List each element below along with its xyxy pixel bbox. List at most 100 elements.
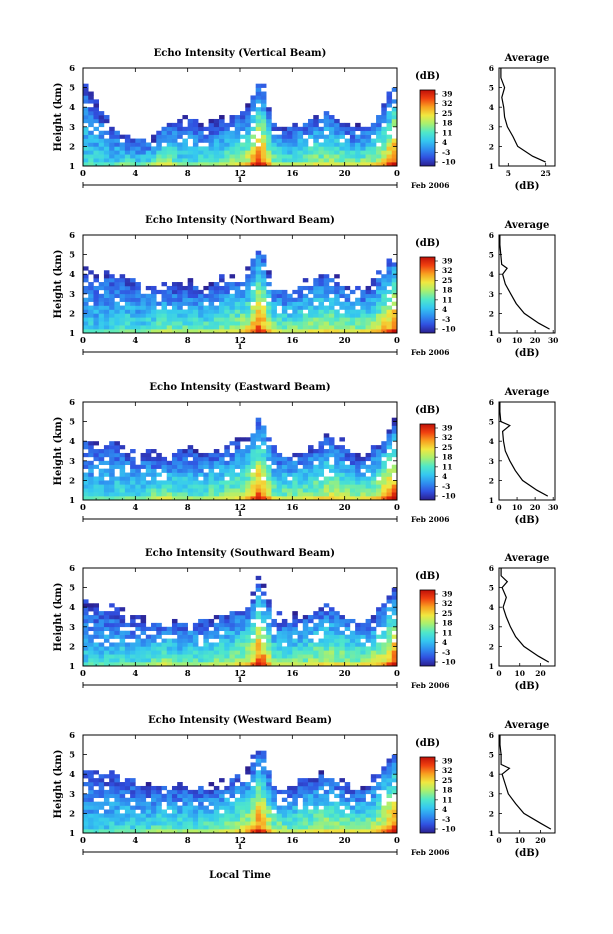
heatmap-cell: [109, 813, 115, 818]
panel-1: Echo Intensity (Northward Beam)123456Hei…: [53, 215, 558, 359]
heatmap-cell: [135, 496, 141, 501]
heatmap-cell: [255, 750, 262, 755]
heatmap-cell: [339, 821, 345, 826]
heatmap-cell: [323, 325, 330, 330]
heatmap-cell: [182, 142, 188, 147]
heatmap-cell: [192, 313, 199, 318]
heatmap-cell: [250, 321, 256, 326]
heatmap-cell: [287, 154, 293, 159]
heatmap-cell: [109, 329, 115, 334]
heatmap-cell: [93, 449, 99, 454]
heatmap-cell: [187, 805, 194, 810]
heatmap-cell: [234, 309, 241, 314]
heatmap-cell: [260, 793, 267, 799]
heatmap-cell: [177, 626, 183, 632]
heatmap-cell: [344, 658, 351, 663]
heatmap-cell: [177, 301, 183, 306]
heatmap-cell: [98, 615, 105, 620]
heatmap-cell: [145, 460, 152, 466]
heatmap-cell: [224, 142, 230, 147]
heatmap-cell: [365, 468, 372, 473]
heatmap-cell: [250, 821, 256, 826]
heatmap-cell: [234, 293, 241, 299]
heatmap-cell: [260, 829, 267, 834]
heatmap-cell: [297, 817, 304, 822]
heatmap-cell: [360, 293, 366, 299]
heatmap-cell: [229, 317, 236, 322]
y-tick-label: 6: [69, 731, 75, 741]
heatmap-cell: [386, 274, 393, 279]
heatmap-cell: [203, 452, 209, 458]
heatmap-cell: [245, 282, 251, 287]
heatmap-cell: [151, 626, 157, 632]
heatmap-cell: [109, 138, 115, 143]
heatmap-cell: [260, 317, 267, 322]
heatmap-cell: [192, 488, 199, 493]
heatmap-cell: [292, 464, 298, 469]
heatmap-cell: [386, 801, 393, 806]
heatmap-cell: [297, 154, 304, 159]
date-label: Feb 2006: [411, 848, 449, 857]
heatmap-cell: [83, 774, 89, 779]
heatmap-cell: [203, 313, 209, 318]
heatmap-cell: [313, 142, 319, 147]
heatmap-cell: [318, 484, 325, 489]
heatmap-cell: [386, 654, 393, 659]
heatmap-cell: [109, 162, 115, 167]
heatmap-cell: [292, 626, 298, 632]
heatmap-cell: [245, 146, 251, 151]
heatmap-cell: [219, 821, 225, 826]
heatmap-cell: [219, 285, 225, 291]
panel-title: Echo Intensity (Southward Beam): [145, 548, 335, 559]
heatmap-cell: [182, 658, 188, 663]
heatmap-cell: [187, 817, 194, 822]
heatmap-cell: [182, 642, 188, 647]
heatmap-cell: [292, 162, 298, 167]
heatmap-cell: [355, 793, 361, 799]
heatmap-cell: [308, 813, 314, 818]
heatmap-cell: [381, 622, 387, 628]
heatmap-cell: [229, 154, 236, 159]
heatmap-cell: [328, 805, 335, 810]
heatmap-cell: [135, 821, 141, 826]
heatmap-cell: [313, 662, 319, 667]
heatmap-cell: [339, 437, 345, 442]
heatmap-cell: [171, 122, 178, 128]
heatmap-cell: [287, 150, 293, 155]
heatmap-cell: [355, 126, 361, 132]
heatmap-cell: [93, 126, 99, 132]
heatmap-cell: [151, 484, 157, 489]
heatmap-cell: [323, 321, 330, 326]
heatmap-cell: [308, 154, 314, 159]
heatmap-cell: [266, 603, 272, 608]
heatmap-cell: [109, 464, 115, 469]
average-x-label: (dB): [515, 515, 540, 526]
heatmap-cell: [245, 472, 251, 477]
heatmap-cell: [103, 158, 110, 163]
heatmap-cell: [119, 650, 126, 655]
heatmap-cell: [98, 658, 105, 663]
heatmap-cell: [292, 305, 298, 310]
heatmap-cell: [103, 825, 110, 830]
heatmap-cell: [255, 150, 262, 155]
average-y-tick-label: 5: [489, 751, 494, 760]
heatmap-cell: [245, 658, 251, 663]
heatmap-cell: [114, 309, 120, 314]
heatmap-cell: [381, 658, 387, 663]
heatmap-cell: [88, 293, 94, 299]
heatmap-cell: [313, 622, 319, 628]
heatmap-cell: [260, 262, 267, 267]
heatmap-cell: [266, 496, 272, 501]
heatmap-cell: [182, 492, 188, 497]
heatmap-cell: [93, 107, 99, 112]
heatmap-cell: [187, 452, 194, 458]
heatmap-cell: [213, 329, 220, 334]
heatmap-cell: [287, 460, 293, 466]
heatmap-cell: [229, 325, 236, 330]
heatmap-cell: [360, 642, 366, 647]
heatmap-cell: [145, 782, 152, 787]
heatmap-cell: [308, 301, 314, 306]
heatmap-cell: [213, 146, 220, 151]
heatmap-cell: [83, 126, 89, 132]
heatmap-cell: [255, 488, 262, 493]
